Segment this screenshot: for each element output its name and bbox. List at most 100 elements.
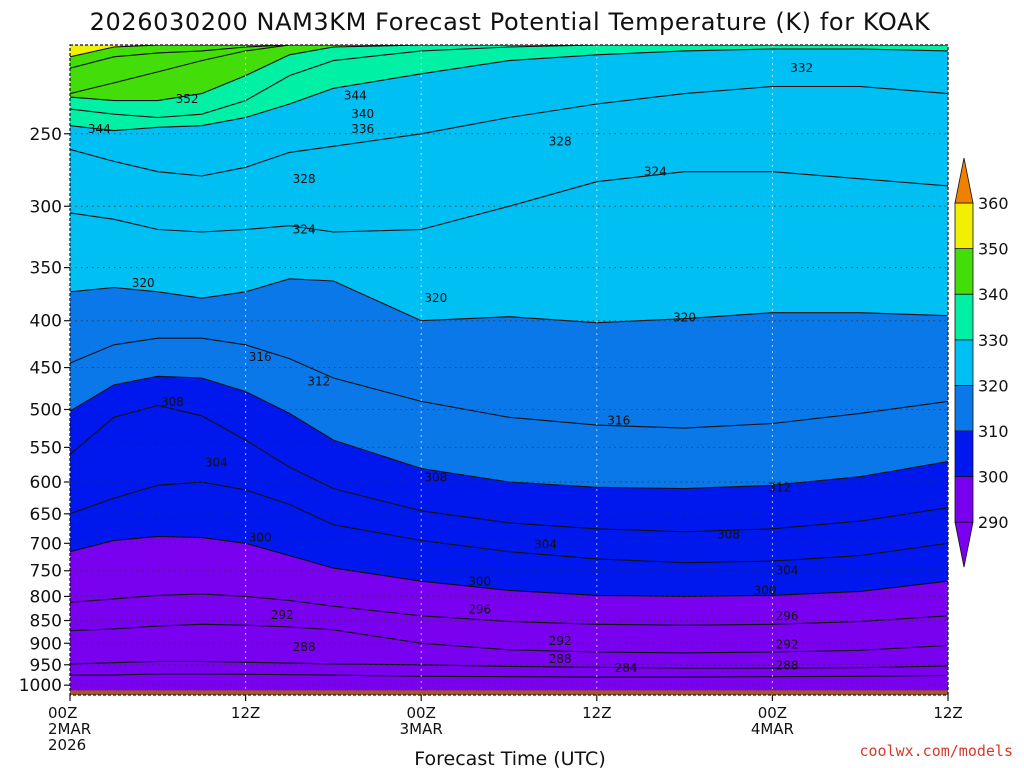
- colorbar-swatch-290: [954, 476, 974, 523]
- colorbar-label-300: 300: [978, 468, 1009, 487]
- x-tick-label-24-0: 00Z: [407, 704, 436, 722]
- y-tick-label-850: 850: [30, 612, 62, 632]
- y-tick-label-300: 300: [30, 197, 62, 217]
- isentrope-300: [70, 535, 948, 597]
- isentrope-296: [70, 593, 948, 626]
- colorbar-swatch-310: [954, 384, 974, 432]
- isentrope-316: [70, 337, 948, 429]
- isentrope-340: [70, 45, 948, 102]
- pressure-axis: 2503003504004505005506006507007508008509…: [19, 125, 70, 696]
- x-tick-label-0-0: 00Z: [48, 704, 77, 722]
- contour-label-344: 344: [344, 88, 367, 102]
- contour-label-300: 300: [249, 531, 272, 545]
- contour-label-340: 340: [351, 107, 374, 121]
- y-tick-label-800: 800: [30, 587, 62, 607]
- contour-label-304: 304: [776, 564, 799, 578]
- contour-label-320: 320: [132, 276, 155, 290]
- contour-label-352: 352: [176, 92, 199, 106]
- colorbar-label-310: 310: [978, 422, 1009, 441]
- contour-label-308: 308: [717, 528, 740, 542]
- contour-label-316: 316: [249, 350, 272, 364]
- theta-band-324: [70, 86, 948, 232]
- contour-label-328: 328: [549, 135, 572, 149]
- y-tick-label-750: 750: [30, 562, 62, 582]
- contour-label-312: 312: [307, 374, 330, 388]
- isentrope-lines: [70, 45, 948, 678]
- x-tick-label-0-2: 2026: [48, 736, 86, 754]
- isentrope-304: [70, 481, 948, 564]
- theta-band-320: [70, 171, 948, 323]
- contour-label-320: 320: [673, 311, 696, 325]
- colorbar-label-350: 350: [978, 240, 1009, 259]
- isentrope-312: [70, 375, 948, 490]
- isentrope-308: [70, 404, 948, 533]
- contour-label-316: 316: [607, 413, 630, 427]
- theta-bands: [70, 45, 948, 695]
- theta-band-348: [70, 45, 948, 69]
- theta-band-328: [70, 49, 948, 176]
- y-tick-label-250: 250: [30, 125, 62, 145]
- ground-terrain: [70, 690, 948, 695]
- isentrope-286: [70, 673, 948, 678]
- y-tick-label-500: 500: [30, 400, 62, 420]
- contour-label-308: 308: [161, 395, 184, 409]
- y-tick-label-350: 350: [30, 259, 62, 279]
- y-tick-label-650: 650: [30, 505, 62, 525]
- grid-lines: [70, 45, 948, 695]
- colorbar-under-arrow: [954, 521, 974, 568]
- colorbar-swatch-300: [954, 430, 974, 477]
- x-tick-label-48-0: 00Z: [758, 704, 787, 722]
- x-tick-label-36-0: 12Z: [582, 704, 611, 722]
- y-tick-label-550: 550: [30, 438, 62, 458]
- contour-label-328: 328: [293, 172, 316, 186]
- colorbar-label-360: 360: [978, 194, 1009, 213]
- theta-band-340: [70, 45, 948, 101]
- colorbar-over-arrow: [954, 157, 974, 204]
- contour-label-288: 288: [549, 652, 572, 666]
- contour-label-324: 324: [644, 165, 667, 179]
- x-tick-label-12-0: 12Z: [231, 704, 260, 722]
- colorbar-label-340: 340: [978, 285, 1009, 304]
- contour-label-312: 312: [768, 480, 791, 494]
- theta-band-336: [70, 45, 948, 118]
- x-tick-label-48-1: 4MAR: [751, 720, 794, 738]
- contour-label-304: 304: [534, 537, 557, 551]
- theta-band-300: [70, 482, 948, 597]
- x-tick-label-60-0: 12Z: [933, 704, 962, 722]
- theta-band-332: [70, 45, 948, 131]
- contour-label-308: 308: [424, 470, 447, 484]
- contour-label-300: 300: [754, 583, 777, 597]
- contour-label-332: 332: [790, 61, 813, 75]
- y-tick-label-600: 600: [30, 473, 62, 493]
- y-tick-label-950: 950: [30, 656, 62, 676]
- contour-label-336: 336: [351, 122, 374, 136]
- contour-label-296: 296: [468, 603, 491, 617]
- contour-label-344: 344: [88, 122, 111, 136]
- theta-band-296: [70, 536, 948, 626]
- colorbar-swatch-320: [954, 339, 974, 386]
- colorbar-swatch-330: [954, 293, 974, 341]
- contour-label-292: 292: [549, 634, 572, 648]
- isentrope-292: [70, 623, 948, 654]
- colorbar-label-330: 330: [978, 331, 1009, 350]
- y-tick-label-1000: 1000: [19, 676, 62, 696]
- contour-label-292: 292: [776, 638, 799, 652]
- colorbar-swatch-340: [954, 248, 974, 295]
- contour-label-296: 296: [776, 609, 799, 623]
- contour-label-320: 320: [424, 291, 447, 305]
- isentrope-288: [70, 660, 948, 669]
- colorbar-swatch-350: [954, 202, 974, 249]
- contour-label-288: 288: [293, 640, 316, 654]
- theta-band-288: [70, 624, 948, 669]
- colorbar-label-290: 290: [978, 513, 1009, 532]
- isentrope-324: [70, 171, 948, 233]
- contour-label-324: 324: [293, 222, 316, 236]
- isentrope-328: [70, 85, 948, 177]
- isentrope-320: [70, 278, 948, 324]
- y-tick-label-450: 450: [30, 359, 62, 379]
- x-axis-label: Forecast Time (UTC): [414, 748, 605, 768]
- isentrope-344: [70, 45, 948, 95]
